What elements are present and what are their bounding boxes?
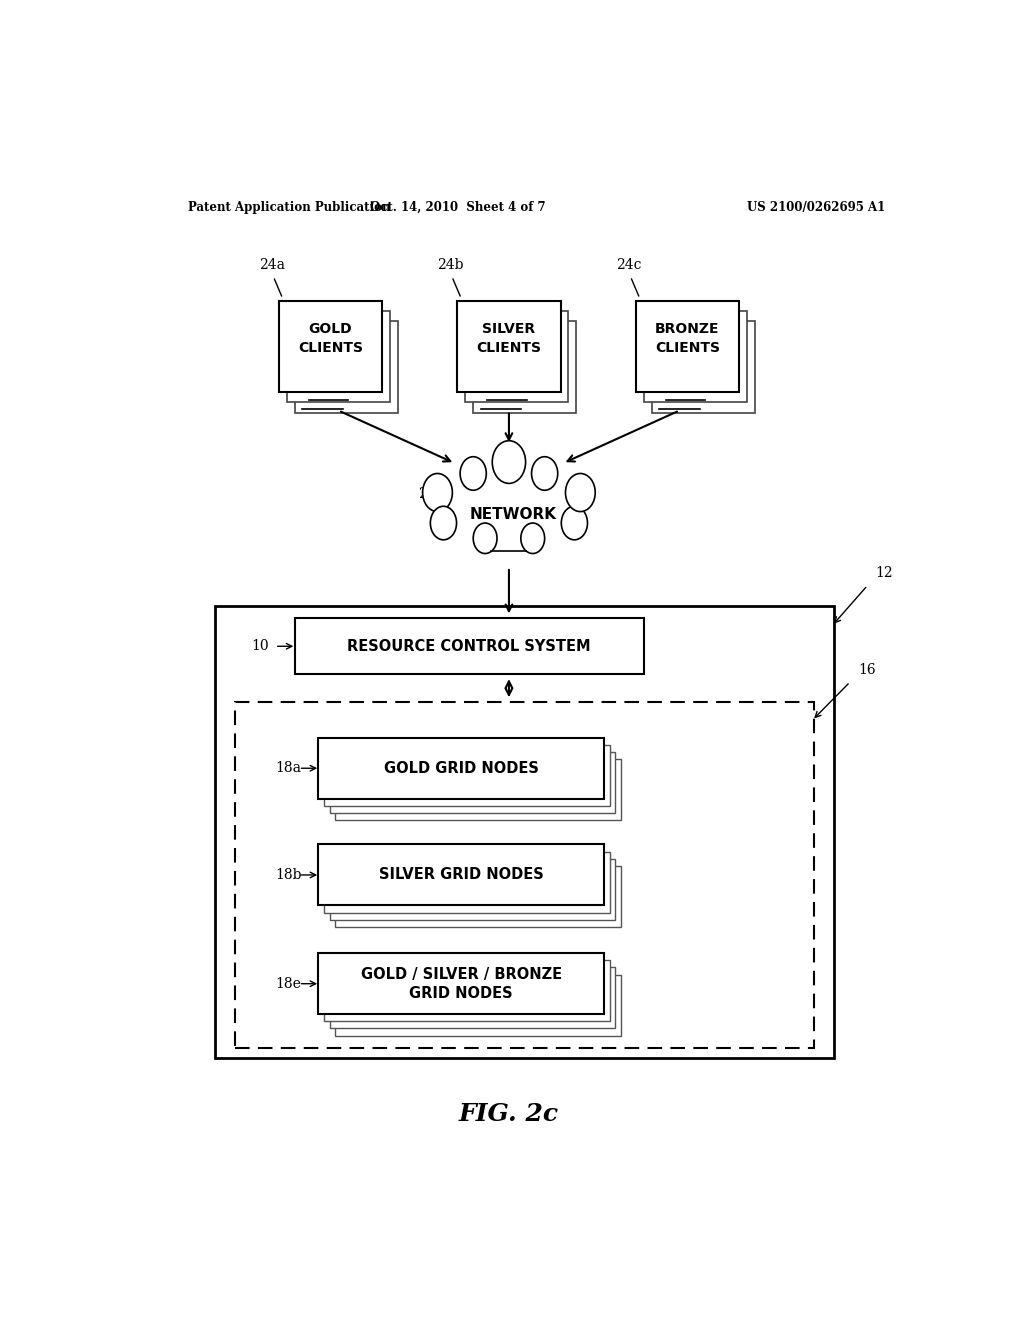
FancyBboxPatch shape	[636, 301, 739, 392]
Text: Oct. 14, 2010  Sheet 4 of 7: Oct. 14, 2010 Sheet 4 of 7	[370, 201, 545, 214]
FancyBboxPatch shape	[330, 968, 615, 1028]
FancyBboxPatch shape	[287, 312, 390, 403]
FancyBboxPatch shape	[236, 702, 814, 1048]
FancyBboxPatch shape	[318, 953, 604, 1014]
FancyBboxPatch shape	[324, 961, 609, 1022]
FancyBboxPatch shape	[324, 744, 609, 805]
FancyBboxPatch shape	[651, 321, 755, 413]
Text: US 2100/0262695 A1: US 2100/0262695 A1	[748, 201, 886, 214]
Text: 24b: 24b	[437, 259, 464, 272]
Text: SILVER
CLIENTS: SILVER CLIENTS	[476, 322, 542, 355]
Text: 10: 10	[251, 639, 268, 653]
Circle shape	[521, 523, 545, 553]
Ellipse shape	[426, 467, 592, 560]
Text: GOLD / SILVER / BRONZE
GRID NODES: GOLD / SILVER / BRONZE GRID NODES	[360, 968, 562, 1001]
Circle shape	[565, 474, 595, 512]
FancyBboxPatch shape	[324, 851, 609, 912]
Text: 16: 16	[858, 663, 876, 677]
Text: 24a: 24a	[259, 259, 285, 272]
Text: 24c: 24c	[616, 259, 642, 272]
FancyBboxPatch shape	[335, 866, 621, 927]
FancyBboxPatch shape	[279, 301, 382, 392]
Text: FIG. 2c: FIG. 2c	[459, 1102, 559, 1126]
Text: NETWORK: NETWORK	[469, 507, 556, 521]
Text: 18e: 18e	[274, 977, 301, 991]
Text: GOLD
CLIENTS: GOLD CLIENTS	[298, 322, 362, 355]
FancyBboxPatch shape	[295, 618, 644, 675]
FancyBboxPatch shape	[335, 974, 621, 1036]
FancyBboxPatch shape	[295, 321, 397, 413]
Text: BRONZE
CLIENTS: BRONZE CLIENTS	[655, 322, 720, 355]
FancyBboxPatch shape	[330, 752, 615, 813]
FancyBboxPatch shape	[644, 312, 746, 403]
FancyBboxPatch shape	[330, 859, 615, 920]
FancyBboxPatch shape	[318, 845, 604, 906]
Text: 12: 12	[876, 566, 893, 581]
Circle shape	[493, 441, 525, 483]
Text: 26: 26	[418, 487, 435, 500]
FancyBboxPatch shape	[335, 759, 621, 820]
Circle shape	[531, 457, 558, 490]
FancyBboxPatch shape	[458, 301, 560, 392]
Circle shape	[561, 507, 588, 540]
Circle shape	[473, 523, 497, 553]
FancyBboxPatch shape	[318, 738, 604, 799]
Text: 18b: 18b	[274, 869, 301, 882]
Text: 18a: 18a	[274, 762, 301, 775]
FancyBboxPatch shape	[215, 606, 835, 1057]
Text: SILVER GRID NODES: SILVER GRID NODES	[379, 867, 544, 883]
FancyBboxPatch shape	[473, 321, 577, 413]
Circle shape	[430, 507, 457, 540]
Text: Patent Application Publication: Patent Application Publication	[187, 201, 390, 214]
Text: GOLD GRID NODES: GOLD GRID NODES	[384, 760, 539, 776]
Text: RESOURCE CONTROL SYSTEM: RESOURCE CONTROL SYSTEM	[347, 639, 591, 653]
Circle shape	[460, 457, 486, 490]
FancyBboxPatch shape	[465, 312, 568, 403]
Circle shape	[423, 474, 453, 512]
